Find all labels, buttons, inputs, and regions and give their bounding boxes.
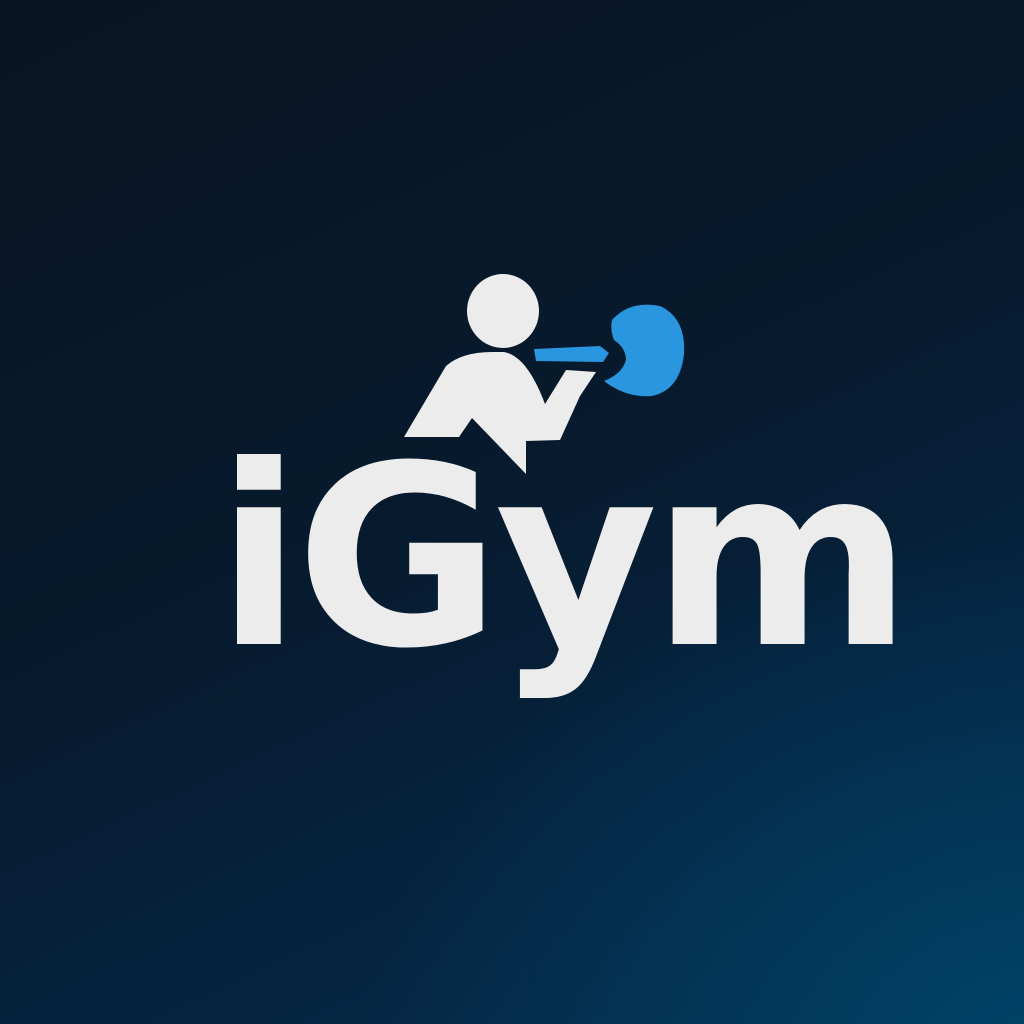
weight-plate-icon [604, 304, 685, 397]
barbell-bar-icon [534, 346, 609, 362]
brand-wordmark: iGym [216, 412, 912, 703]
figure-body-icon [404, 352, 596, 474]
figure-head-icon [467, 274, 539, 348]
